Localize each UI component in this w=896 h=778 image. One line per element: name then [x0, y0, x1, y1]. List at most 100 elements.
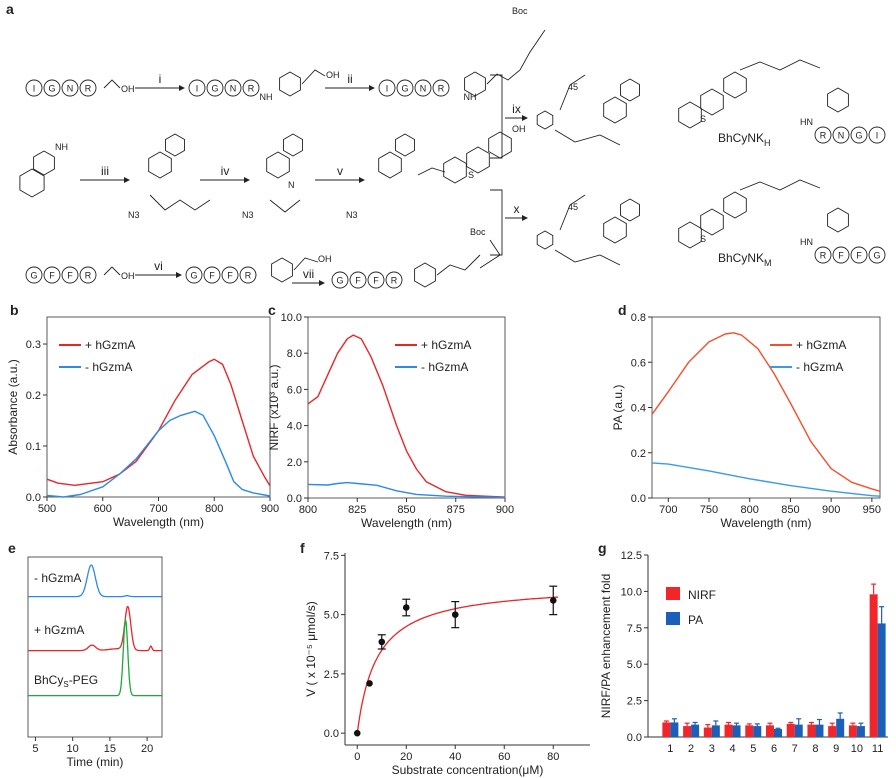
residue-circle — [832, 126, 850, 144]
product-peptide-residue: I — [868, 126, 886, 144]
residue-circle — [61, 79, 79, 97]
residue-letter: G — [190, 271, 197, 281]
triazole-ring — [536, 110, 554, 130]
legend-label: + hGzmA — [421, 338, 471, 352]
peptide-gffr-residue: F — [221, 266, 239, 284]
arrowhead-icon — [179, 85, 185, 91]
bond — [269, 199, 301, 213]
benzene-ring — [414, 262, 436, 288]
y-axis-label: PA (a.u.) — [611, 385, 625, 431]
residue-circle — [79, 266, 97, 284]
residue-letter: R — [245, 271, 252, 281]
y-tick-label: 2.5 — [627, 696, 642, 708]
residue-circle — [367, 271, 385, 289]
peptide-ignr-residue: I — [188, 79, 206, 97]
product-peptide-residue: R — [814, 126, 832, 144]
benzene-ring — [603, 96, 627, 124]
residue-letter: G — [30, 271, 37, 281]
bar-pa — [691, 724, 700, 737]
residue-letter: N — [67, 84, 74, 94]
product-subscript: M — [764, 258, 772, 268]
panel-label-b: b — [10, 302, 19, 318]
bar-nirf — [869, 594, 878, 737]
arrowhead-icon — [522, 115, 528, 121]
chromatogram-trace — [28, 564, 162, 598]
residue-letter: R — [438, 84, 445, 94]
step-label: ii — [347, 72, 352, 86]
linker-bond — [739, 59, 821, 71]
product-subscript: H — [764, 138, 771, 148]
bar-nirf — [703, 727, 712, 737]
residue-letter: R — [820, 131, 827, 141]
benzene-ring — [700, 88, 724, 116]
legend-label: - hGzmA — [796, 360, 843, 374]
amide-hn: HN — [800, 237, 813, 247]
y-tick-label: 8.0 — [287, 348, 302, 360]
data-point — [378, 638, 386, 646]
peptide-ignr-residue: G — [206, 79, 224, 97]
x-tick-label: 850 — [781, 504, 799, 516]
residue-circle — [396, 79, 414, 97]
boc-label: Boc — [512, 6, 528, 16]
y-tick-label: 4.0 — [287, 421, 302, 433]
residue-circle — [378, 79, 396, 97]
x-tick-label: 15 — [104, 743, 116, 755]
y-tick-label: 0.0 — [324, 728, 339, 740]
residue-circle — [349, 271, 367, 289]
residue-circle — [868, 126, 886, 144]
benzene-ring — [678, 101, 702, 129]
azide-label: N3 — [242, 210, 254, 220]
panel-c: c 800 825 850 875 900 0.0 2.0 4.0 6.0 8.0 10.0 Wavel… — [267, 302, 514, 530]
residue-letter: I — [196, 84, 199, 94]
x-tick-label: 700 — [149, 503, 167, 515]
x-tick-label: 4 — [729, 743, 735, 755]
product-peptide-residue: G — [850, 126, 868, 144]
legend-label: + hGzmA — [796, 338, 846, 352]
bracket — [490, 74, 503, 159]
peptide-ignr-residue: G — [43, 79, 61, 97]
naphthalene-ring — [148, 151, 172, 179]
peptide-ignr-residue: N — [61, 79, 79, 97]
residue-letter: G — [401, 84, 408, 94]
x-tick-label: 850 — [397, 504, 415, 516]
y-tick-label: 7.5 — [324, 550, 339, 562]
bar-pa — [836, 718, 845, 737]
y-tick-label: 0.2 — [631, 448, 646, 460]
hydroxyl-label: OH — [512, 124, 526, 134]
y-tick-label: 0.1 — [26, 441, 41, 453]
step-label: ix — [512, 102, 521, 116]
x-tick-label: 5 — [32, 743, 38, 755]
arrowhead-icon — [244, 177, 250, 183]
panel-label-f: f — [300, 540, 305, 556]
y-tick-label: 0.6 — [631, 357, 646, 369]
residue-circle — [868, 246, 886, 264]
legend-swatch — [666, 612, 680, 625]
trace-label-tail: -PEG — [69, 673, 98, 687]
reaction-arrow-i: i — [135, 72, 185, 91]
peptide-ignr-residue: I — [378, 79, 396, 97]
arrowhead-icon — [319, 280, 325, 286]
product-peptide-residue: N — [832, 126, 850, 144]
amide-nh: NH — [464, 92, 477, 102]
reaction-arrow-vii: vii — [292, 267, 325, 286]
residue-circle — [850, 246, 868, 264]
residue-circle — [43, 266, 61, 284]
series-line-minus-hgzma — [307, 481, 506, 499]
bar-pa — [774, 728, 782, 737]
y-tick-label: 0.3 — [26, 339, 41, 351]
y-tick-label: 10.0 — [281, 312, 302, 324]
bar-nirf — [745, 725, 754, 737]
residue-letter: R — [820, 251, 827, 261]
x-axis-label: Substrate concentration(μM) — [392, 763, 544, 777]
x-tick-label: 2 — [688, 743, 694, 755]
legend-label: PA — [688, 613, 703, 627]
residue-circle — [414, 79, 432, 97]
x-tick-label: 700 — [659, 504, 677, 516]
product-name-top: BhCyNKH — [718, 131, 771, 148]
amide-nh: NH — [260, 92, 273, 102]
step-label: iii — [101, 164, 109, 178]
reaction-arrow-vi: vi — [135, 259, 182, 278]
bar-nirf — [828, 726, 837, 737]
x-tick-label: 800 — [299, 504, 317, 516]
product-name-bottom: BhCyNKM — [718, 251, 772, 268]
